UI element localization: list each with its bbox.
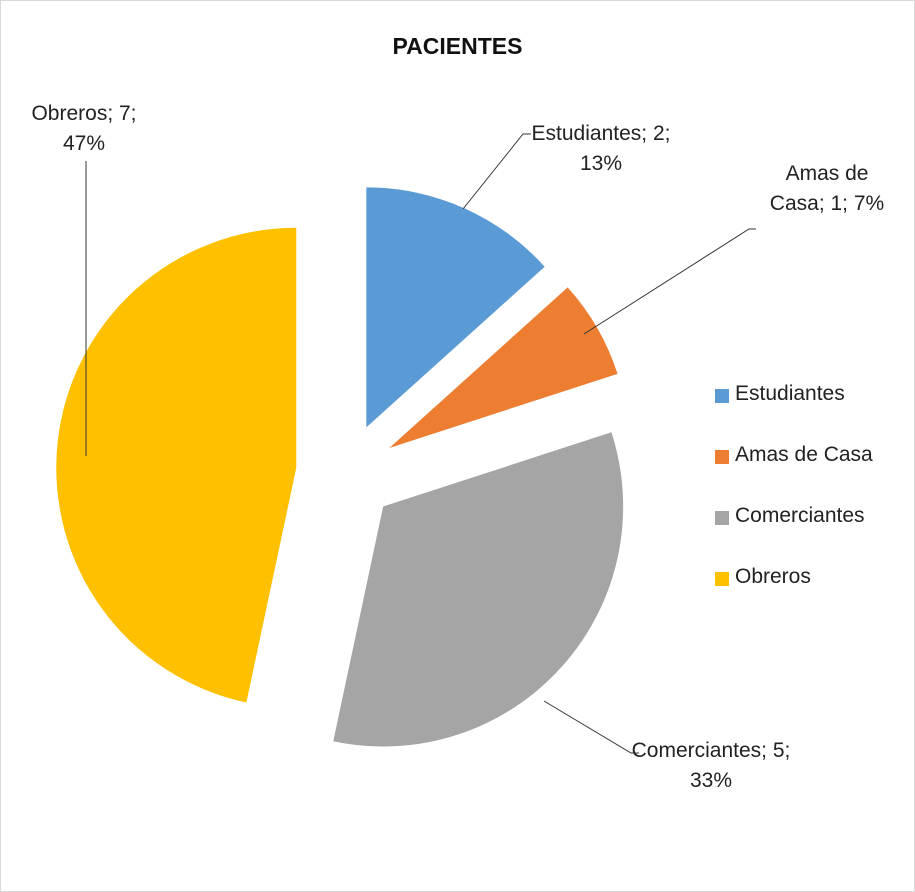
legend-swatch xyxy=(715,572,729,586)
legend-swatch xyxy=(715,511,729,525)
legend-swatch xyxy=(715,389,729,403)
pie-slice xyxy=(56,227,297,703)
leader-line xyxy=(462,133,531,210)
leader-line xyxy=(543,700,639,754)
pie-slice xyxy=(333,432,624,747)
pie-slice xyxy=(389,287,618,448)
data-label: Amas de Casa; 1; 7% xyxy=(769,162,885,215)
legend-swatch xyxy=(715,450,729,464)
data-label: Comerciantes; 5; 33% xyxy=(631,739,791,792)
pie-slice xyxy=(366,187,545,428)
leader-line xyxy=(583,228,756,335)
data-label: Estudiantes; 2; 13% xyxy=(531,122,671,175)
chart-title: PACIENTES xyxy=(392,33,523,59)
legend-label: Estudiantes xyxy=(735,382,845,405)
data-label: Obreros; 7; 47% xyxy=(31,102,137,155)
legend-label: Comerciantes xyxy=(735,504,865,527)
legend-label: Obreros xyxy=(735,565,811,588)
legend-label: Amas de Casa xyxy=(735,443,873,466)
